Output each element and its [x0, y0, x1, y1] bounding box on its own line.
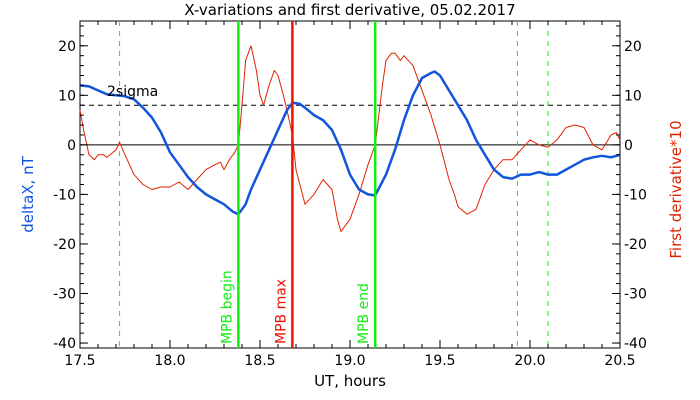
- y-tick-label-right: -40: [624, 336, 647, 352]
- y-axis-label-right: First derivative*10: [667, 120, 685, 258]
- mpb-begin-label: MPB begin: [219, 270, 235, 344]
- x-tick-label: 20.0: [514, 353, 545, 369]
- y-tick-label-right: 20: [624, 39, 642, 55]
- plot-border: [79, 20, 621, 349]
- x-tick-label: 18.0: [154, 353, 185, 369]
- chart-title: X-variations and first derivative, 05.02…: [184, 1, 515, 19]
- y-tick-label-left: 20: [58, 39, 76, 55]
- y-tick-label-right: -30: [624, 287, 647, 303]
- x-tick-label: 19.0: [334, 353, 365, 369]
- deltax-line: [79, 70, 621, 216]
- y-tick-label-right: -10: [624, 187, 647, 203]
- y-tick-label-left: -40: [53, 336, 76, 352]
- y-tick-label-left: 10: [58, 88, 76, 104]
- plot-frame: [79, 20, 621, 349]
- mpb-markers: MPB begin MPB max MPB end: [219, 21, 377, 348]
- y-tick-label-left: -30: [53, 287, 76, 303]
- mpb-max-label: MPB max: [273, 279, 289, 344]
- x-tick-label: 17.5: [64, 353, 95, 369]
- x-axis-label: UT, hours: [314, 372, 386, 390]
- mpb-end-label: MPB end: [356, 283, 372, 344]
- y-axis-label-left: deltaX, nT: [19, 155, 37, 232]
- reference-lines: [80, 21, 620, 348]
- x-tick-label: 20.5: [604, 353, 635, 369]
- y-tick-label-left: -20: [53, 237, 76, 253]
- y-tick-label-right: 0: [624, 138, 633, 154]
- y-tick-label-left: -10: [53, 187, 76, 203]
- tick-layer: 17.5 18.0 18.5 19.0 19.5 20.0 20.5 20 20 10 10 0 0 -1…: [53, 21, 647, 369]
- y-tick-label-left: 0: [67, 138, 76, 154]
- derivative-line: [79, 45, 621, 233]
- y-tick-label-right: -20: [624, 237, 647, 253]
- two-sigma-label: 2sigma: [107, 84, 158, 100]
- y-tick-label-right: 10: [624, 88, 642, 104]
- x-tick-label: 18.5: [244, 353, 275, 369]
- series-layer: [79, 45, 621, 233]
- x-tick-label: 19.5: [424, 353, 455, 369]
